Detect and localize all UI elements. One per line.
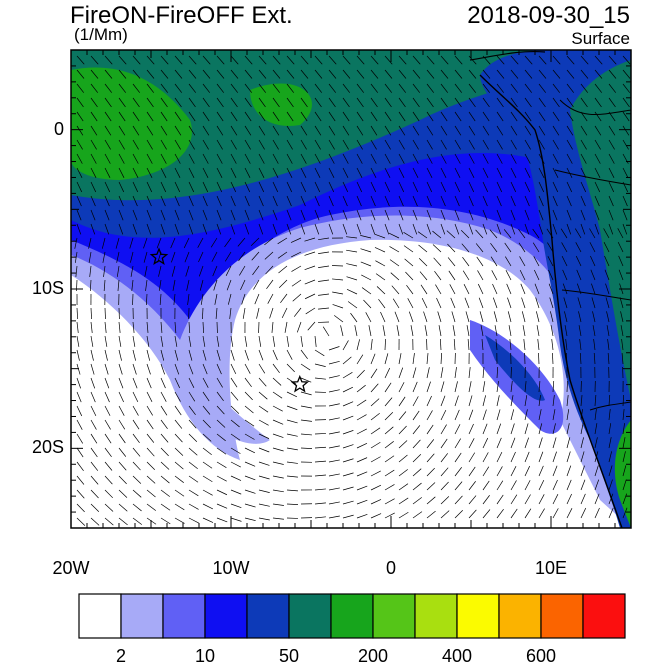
colorbar-box bbox=[457, 594, 499, 638]
colorbar-box bbox=[373, 594, 415, 638]
colorbar-box bbox=[121, 594, 163, 638]
colorbar-box bbox=[583, 594, 625, 638]
colorbar-box bbox=[205, 594, 247, 638]
colorbar-box bbox=[415, 594, 457, 638]
colorbar-box bbox=[541, 594, 583, 638]
colorbar-box bbox=[331, 594, 373, 638]
colorbar-box bbox=[79, 594, 121, 638]
colorbar-label: 2 bbox=[96, 646, 146, 667]
colorbar-label: 50 bbox=[264, 646, 314, 667]
colorbar-box bbox=[247, 594, 289, 638]
colorbar-label: 400 bbox=[432, 646, 482, 667]
colorbar-box bbox=[163, 594, 205, 638]
colorbar-label: 10 bbox=[180, 646, 230, 667]
colorbar-box bbox=[289, 594, 331, 638]
colorbar-box bbox=[499, 594, 541, 638]
colorbar-label: 600 bbox=[516, 646, 566, 667]
colorbar-label: 200 bbox=[348, 646, 398, 667]
